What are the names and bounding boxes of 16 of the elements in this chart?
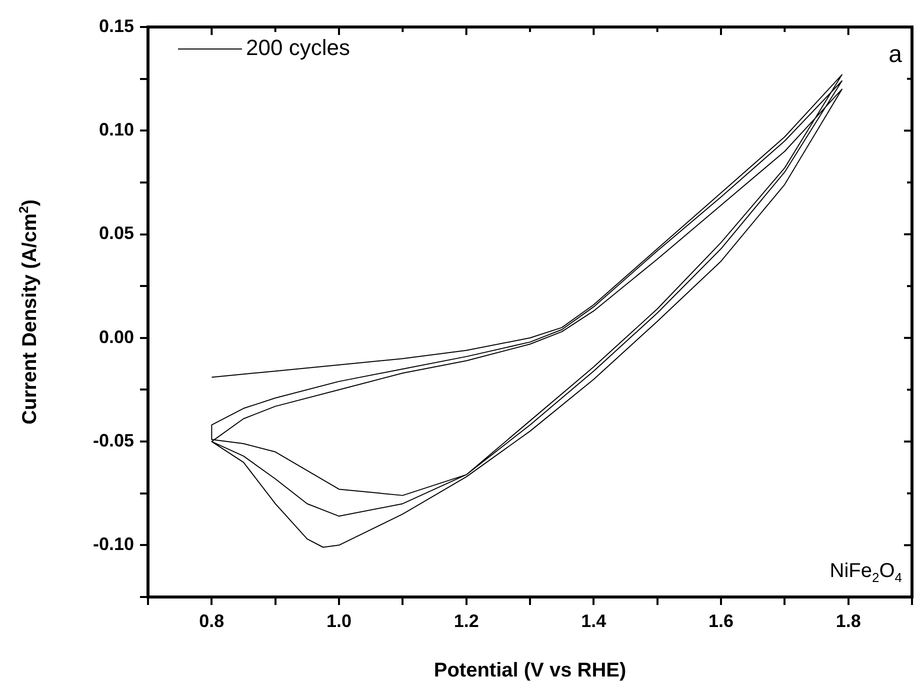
y-axis-title: Current Density (A/cm2) [16, 199, 41, 425]
x-axis-title: Potential (V vs RHE) [434, 660, 626, 682]
x-tick-label: 1.0 [326, 610, 352, 631]
x-tick-label: 1.2 [454, 610, 479, 631]
x-tick-label: 1.4 [581, 610, 606, 631]
annotation: a [888, 41, 903, 68]
y-tick-label: -0.10 [92, 534, 134, 554]
y-tick-label: 0.10 [98, 120, 134, 140]
x-tick-label: 1.6 [708, 610, 734, 631]
y-tick-label: 0.05 [98, 223, 134, 244]
legend-label: 200 cycles [246, 35, 350, 60]
y-tick-label: 0.00 [98, 326, 134, 347]
x-tick-label: 0.8 [199, 610, 224, 631]
y-tick-label: -0.05 [92, 430, 134, 451]
x-tick-label: 1.8 [836, 610, 861, 631]
y-tick-label: 0.15 [98, 16, 134, 36]
